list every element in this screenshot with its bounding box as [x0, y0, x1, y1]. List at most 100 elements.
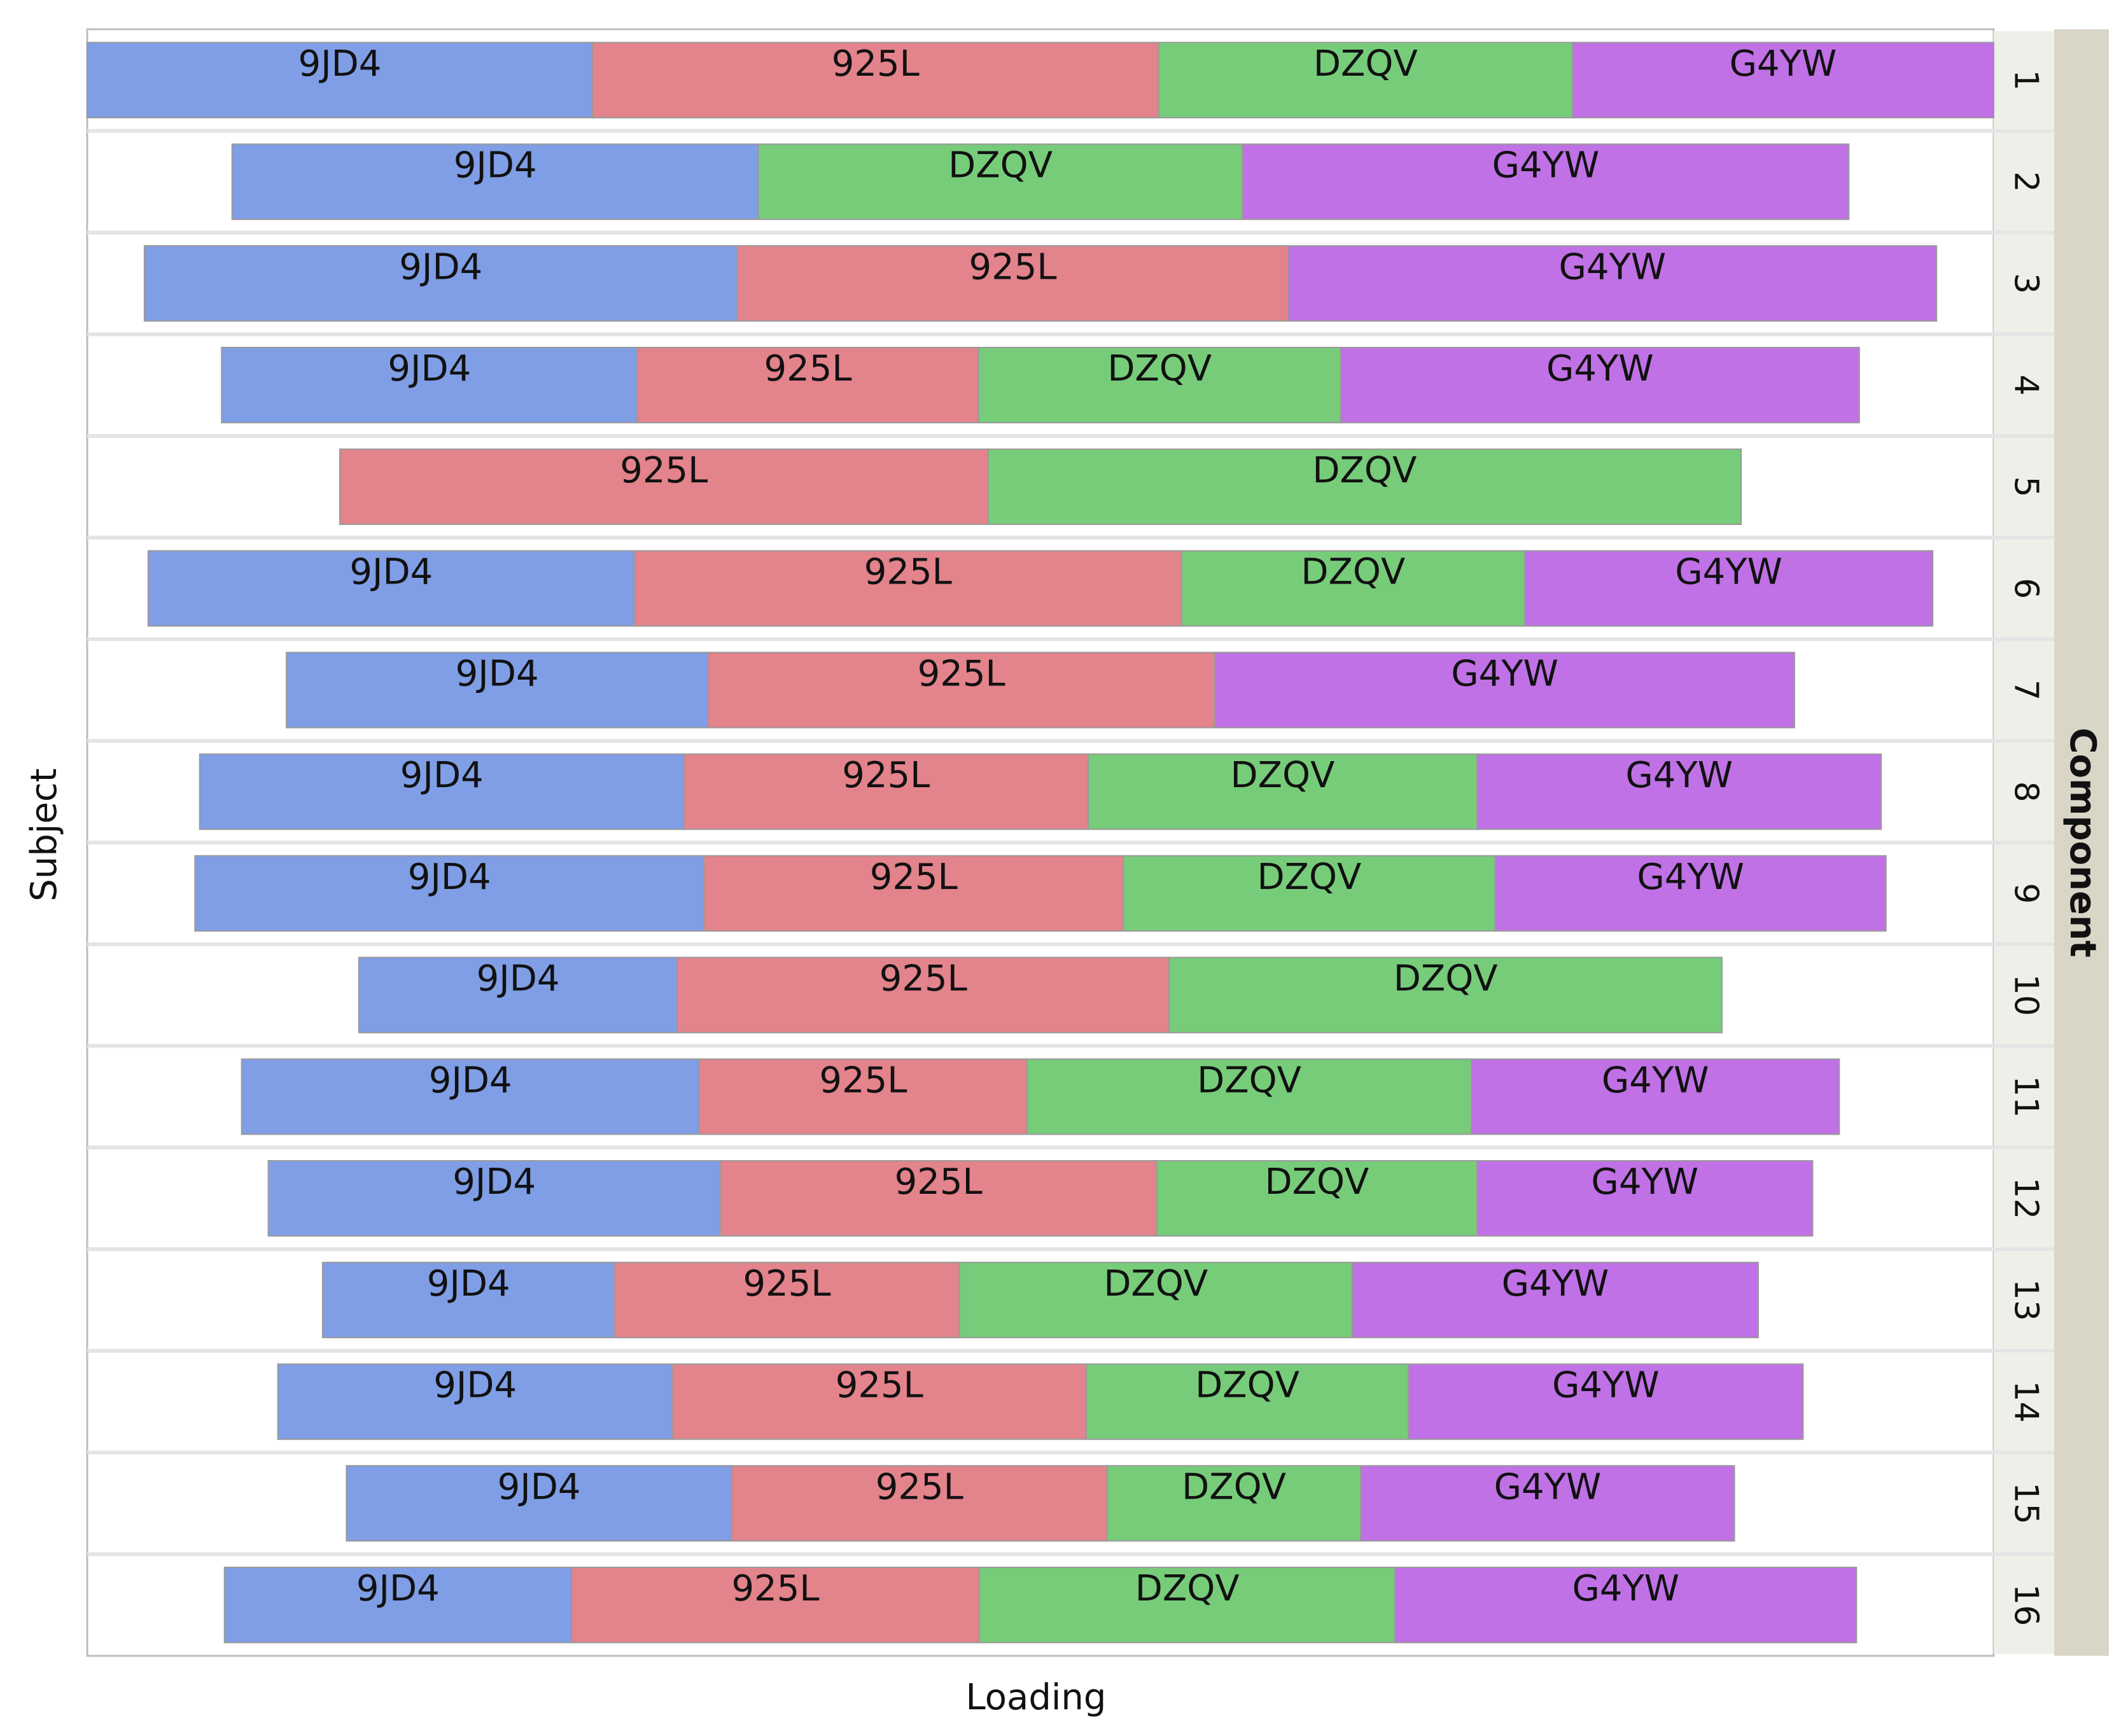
bar-segment: [671, 1363, 1087, 1440]
bar-segment-label: 925L: [819, 1060, 907, 1101]
bar-segment: [1158, 41, 1573, 118]
bar-segment-label: 925L: [732, 1568, 820, 1609]
bar-segment: [719, 1160, 1158, 1237]
bar-segment: [987, 448, 1742, 525]
bar-segment-label: DZQV: [1257, 857, 1361, 898]
row-label: 5: [2007, 476, 2045, 497]
bar-segment-label: DZQV: [1197, 1060, 1301, 1101]
row-strip: [1994, 1047, 2054, 1146]
bar-segment: [346, 1465, 732, 1542]
row-strip: [1994, 1352, 2054, 1451]
bar-segment-label: DZQV: [1231, 755, 1335, 796]
bar-segment: [979, 1567, 1396, 1644]
row-label: 4: [2007, 375, 2045, 396]
bar-segment: [286, 652, 709, 729]
bar-segment-label: 9JD4: [399, 246, 482, 288]
bar-segment: [698, 1058, 1028, 1135]
bar-segment: [613, 1261, 960, 1338]
bar-segment: [707, 652, 1216, 729]
bar-segment-label: DZQV: [1182, 1466, 1286, 1508]
row-label: 11: [2007, 1075, 2045, 1117]
bar-segment-label: DZQV: [1103, 1263, 1208, 1305]
bar-segment: [977, 347, 1341, 424]
bar-segment-label: G4YW: [1546, 348, 1654, 389]
bar-segment-label: 925L: [764, 348, 851, 389]
row-strip: [1994, 1251, 2054, 1349]
bar-segment-label: 9JD4: [452, 1161, 536, 1203]
row-label: 3: [2007, 273, 2045, 294]
bar-segment: [1360, 1465, 1735, 1542]
bar-segment-label: G4YW: [1502, 1263, 1609, 1305]
bar-segment-label: 925L: [918, 653, 1005, 694]
bar-segment: [1242, 143, 1850, 220]
bar-segment-label: DZQV: [1301, 552, 1405, 593]
bar-segment-label: 925L: [620, 450, 708, 491]
bar-segment-label: DZQV: [1107, 348, 1212, 389]
bar-segment: [143, 245, 738, 322]
bar-segment: [194, 855, 705, 932]
row-label: 16: [2007, 1584, 2045, 1626]
bar-segment: [267, 1160, 721, 1237]
bar-segment-label: 9JD4: [400, 755, 484, 796]
bar-segment: [1476, 1160, 1814, 1237]
bar-segment-label: G4YW: [1494, 1466, 1602, 1508]
row-strip: [1994, 132, 2054, 231]
row-strip: [1994, 234, 2054, 333]
bar-segment-label: G4YW: [1572, 1568, 1679, 1609]
bar-segment-label: 9JD4: [498, 1466, 581, 1508]
y-axis-title: Subject: [24, 768, 65, 901]
row-label: 1: [2007, 69, 2045, 90]
row-label: 2: [2007, 171, 2045, 192]
facet-title: Component: [2062, 728, 2103, 958]
bar-segment: [633, 550, 1182, 627]
bar-segment-label: DZQV: [1313, 43, 1418, 85]
bar-segment: [1408, 1363, 1804, 1440]
row-strip: [1994, 438, 2054, 536]
bar-segment-label: 9JD4: [456, 653, 539, 694]
bar-segment-label: 925L: [743, 1263, 830, 1305]
bar-segment-label: 9JD4: [477, 958, 560, 1000]
row-strip: [1994, 1149, 2054, 1247]
bar-segment: [731, 1465, 1108, 1542]
bar-segment-label: 9JD4: [408, 857, 491, 898]
bar-segment-label: 925L: [969, 246, 1057, 288]
bar-segment-label: 925L: [864, 552, 952, 593]
row-label: 8: [2007, 781, 2045, 802]
bar-segment-label: DZQV: [1312, 450, 1417, 491]
bar-segment-label: 9JD4: [427, 1263, 510, 1305]
bar-segment: [1180, 550, 1525, 627]
row-label: 10: [2007, 974, 2045, 1016]
row-label: 12: [2007, 1177, 2045, 1219]
bar-segment-label: G4YW: [1552, 1365, 1660, 1406]
bar-segment: [1523, 550, 1934, 627]
bar-segment: [1214, 652, 1795, 729]
bar-segment: [1168, 956, 1723, 1033]
bar-segment: [1351, 1261, 1759, 1338]
bar-segment-label: DZQV: [948, 145, 1053, 186]
row-strip: [1994, 743, 2054, 841]
row-label: 15: [2007, 1482, 2045, 1524]
bar-segment-label: 925L: [836, 1365, 923, 1406]
bar-segment: [676, 956, 1170, 1033]
bar-segment: [322, 1261, 615, 1338]
bar-segment-label: DZQV: [1394, 958, 1498, 1000]
bar-segment-label: 9JD4: [429, 1060, 512, 1101]
bar-segment-label: 9JD4: [349, 552, 433, 593]
row-strip: [1994, 946, 2054, 1044]
bar-segment-label: G4YW: [1625, 755, 1733, 796]
bar-segment: [1394, 1567, 1858, 1644]
bar-segment: [1026, 1058, 1473, 1135]
bar-segment: [958, 1261, 1353, 1338]
bar-segment-label: 9JD4: [388, 348, 471, 389]
bar-segment: [1156, 1160, 1478, 1237]
row-strip: [1994, 844, 2054, 942]
bar-segment: [1471, 1058, 1840, 1135]
bar-segment-label: G4YW: [1675, 552, 1782, 593]
bar-segment-label: 925L: [879, 958, 967, 1000]
bar-segment: [1476, 753, 1882, 830]
row-strip: [1994, 1556, 2054, 1654]
bar-segment: [241, 1058, 700, 1135]
bar-segment-label: G4YW: [1492, 145, 1600, 186]
bar-segment-label: 9JD4: [356, 1568, 440, 1609]
